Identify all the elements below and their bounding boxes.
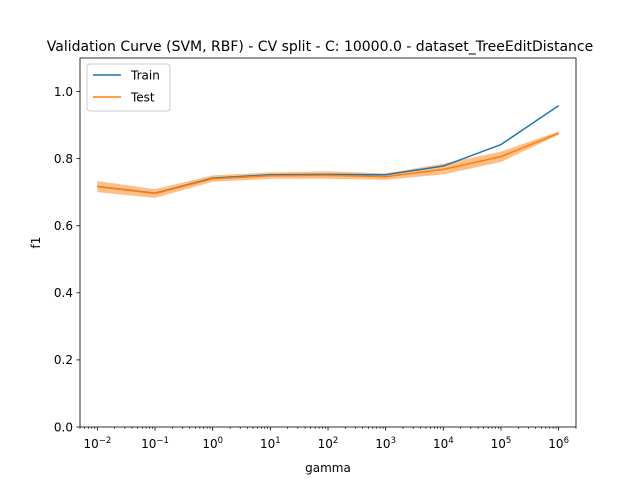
x-tick-label: 106 bbox=[548, 436, 569, 451]
legend-label-train: Train bbox=[130, 69, 160, 83]
y-tick-label: 0.4 bbox=[54, 286, 73, 300]
series-lines bbox=[97, 105, 560, 195]
y-tick-label: 1.0 bbox=[54, 85, 73, 99]
legend-label-test: Test bbox=[130, 91, 155, 105]
x-tick-label: 100 bbox=[202, 436, 223, 451]
y-tick-label: 0.8 bbox=[54, 152, 73, 166]
x-tick-label: 10−2 bbox=[83, 436, 111, 451]
x-tick-label: 101 bbox=[260, 436, 281, 451]
y-tick-label: 0.6 bbox=[54, 219, 73, 233]
x-axis-label: gamma bbox=[305, 461, 351, 475]
x-tick-label: 10−1 bbox=[141, 436, 169, 451]
band-test bbox=[97, 131, 559, 198]
x-tick-label: 103 bbox=[375, 436, 396, 451]
chart-title: Validation Curve (SVM, RBF) - CV split -… bbox=[47, 39, 593, 55]
x-axis: 10−2 10−1 100 101 102 103 104 105 106 bbox=[79, 427, 577, 451]
plot-area bbox=[80, 58, 576, 427]
y-tick-label: 0.2 bbox=[54, 353, 73, 367]
confidence-bands bbox=[97, 105, 559, 198]
y-axis-label: f1 bbox=[29, 237, 43, 249]
x-tick-label: 102 bbox=[318, 436, 339, 451]
x-tick-label: 105 bbox=[491, 436, 512, 451]
x-tick-label: 104 bbox=[433, 436, 454, 451]
line-test bbox=[97, 132, 559, 195]
y-tick-label: 0.0 bbox=[54, 420, 73, 434]
y-axis: 0.0 0.2 0.4 0.6 0.8 1.0 bbox=[54, 85, 80, 434]
legend: Train Test bbox=[86, 63, 171, 112]
